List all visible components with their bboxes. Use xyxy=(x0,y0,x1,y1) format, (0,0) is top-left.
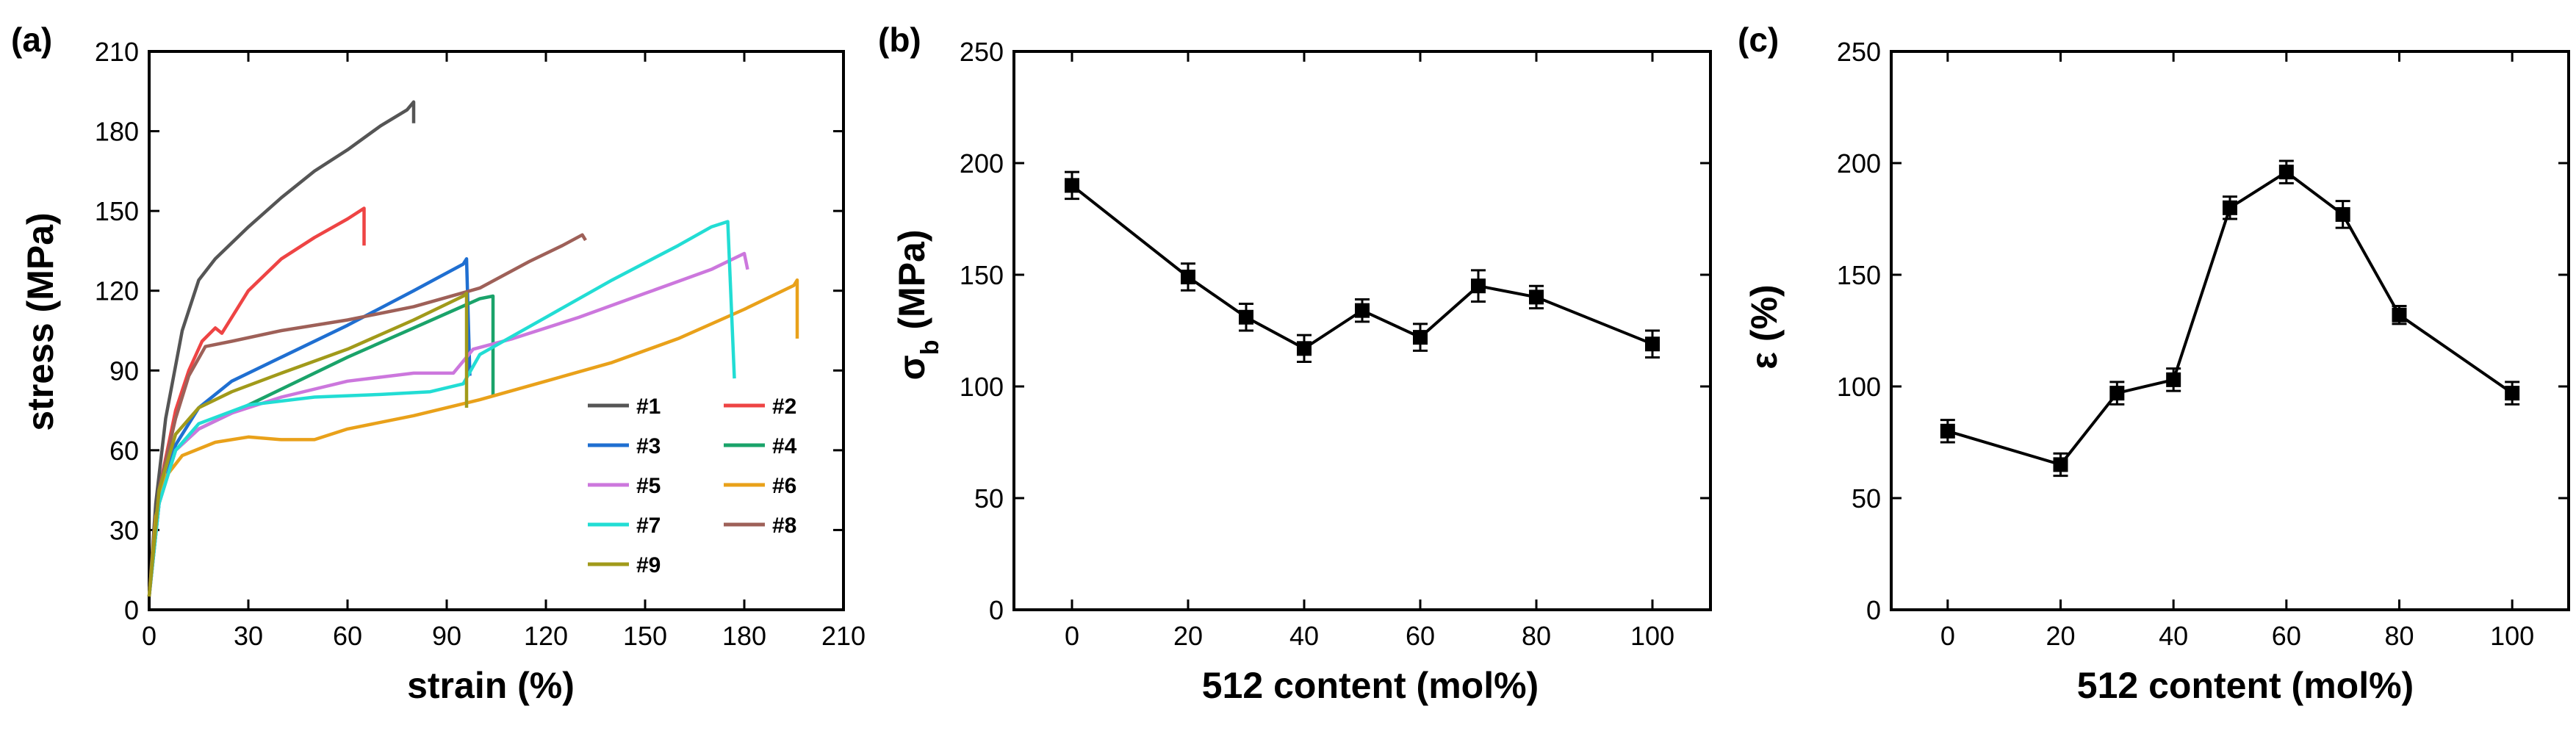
panel-b-data-point xyxy=(1181,270,1195,285)
panel-b-ytick-label: 50 xyxy=(974,483,1004,514)
panel-c-ytick-label: 0 xyxy=(1866,595,1881,625)
panel-c-ytick-label: 50 xyxy=(1852,483,1881,514)
panel-b-ytick-label: 250 xyxy=(960,37,1004,67)
panel-a-xtick-label: 30 xyxy=(234,621,263,651)
panel-c-xtick-label: 0 xyxy=(1940,621,1955,651)
panel-b-data-point xyxy=(1065,178,1079,193)
panel-a-ytick-label: 0 xyxy=(124,595,139,625)
panel-b-xtick-label: 60 xyxy=(1406,621,1435,651)
panel-c-data-point xyxy=(2109,386,2125,401)
panel-b-data-point xyxy=(1297,341,1312,356)
panel-c-ytick-label: 150 xyxy=(1837,260,1881,290)
panel-a-xtick-label: 180 xyxy=(722,621,766,651)
panel-b-xtick-label: 100 xyxy=(1630,621,1674,651)
panel-a-plot-area: 0 30 60 90 120 150 180 210 0 30 60 90 120 150 180 210 #1… xyxy=(95,37,866,651)
panel-a-ytick-label: 120 xyxy=(95,276,139,306)
panel-b-series-line xyxy=(1071,184,1653,350)
panel-a-xtick-label: 120 xyxy=(524,621,568,651)
panel-a-ytick-label: 30 xyxy=(109,515,139,545)
panel-a-series-5 xyxy=(147,251,749,597)
panel-b-ylabel: σb (MPa) xyxy=(891,230,944,381)
panel-b-ytick-label: 0 xyxy=(989,595,1004,625)
panel-b-xtick-label: 20 xyxy=(1173,621,1203,651)
panel-c-xlabel: 512 content (mol%) xyxy=(2077,665,2414,706)
panel-a-ytick-label: 180 xyxy=(95,117,139,147)
panel-b-xtick-label: 40 xyxy=(1289,621,1319,651)
panel-a-legend-label: #6 xyxy=(772,474,796,498)
panel-c-xtick-label: 40 xyxy=(2159,621,2188,651)
panel-c-ytick-label: 250 xyxy=(1837,37,1881,67)
panel-b-plot-area: 0 20 40 60 80 100 0 50 100 150 200 250 xyxy=(960,37,1712,651)
panel-a-legend-label: #7 xyxy=(636,514,661,538)
panel-a-xtick-label: 150 xyxy=(623,621,667,651)
panel-c-frame xyxy=(1890,50,2570,611)
panel-a-xtick-label: 60 xyxy=(333,621,362,651)
panel-b-ylabel-unit: (MPa) xyxy=(891,230,932,340)
panel-a-ytick-label: 60 xyxy=(109,436,139,466)
panel-a-frame xyxy=(148,50,845,611)
panel-a-ytick-label: 150 xyxy=(95,196,139,226)
panel-c-data-point xyxy=(1940,423,1955,439)
panel-a-series-6 xyxy=(147,278,799,597)
panel-c-xtick-label: 60 xyxy=(2272,621,2301,651)
panel-b-ylabel-sigma: σ xyxy=(891,355,932,380)
panel-c-data-point xyxy=(2166,372,2181,387)
panel-a-legend-label: #2 xyxy=(772,395,796,419)
panel-a-series-2 xyxy=(147,206,366,597)
panel-a: (a) 0 30 60 90 120 150 180 210 0 30 60 90 120 150 180 2… xyxy=(11,21,866,706)
panel-b-xtick-label: 0 xyxy=(1065,621,1079,651)
panel-a-series-1 xyxy=(147,100,416,597)
panel-a-series-8 xyxy=(147,233,587,597)
panel-c-data-point xyxy=(2223,200,2237,215)
panel-a-series-7 xyxy=(147,220,736,597)
panel-a-xtick-label: 90 xyxy=(432,621,461,651)
panel-b-data-point xyxy=(1355,303,1370,318)
panel-b-ytick-label: 150 xyxy=(960,260,1004,290)
panel-a-ylabel: stress (MPa) xyxy=(20,212,61,431)
panel-b-data-point xyxy=(1645,336,1660,352)
panel-c-data-point xyxy=(2053,457,2068,472)
panel-b-ylabel-sub: b xyxy=(916,340,944,356)
panel-c-data-point xyxy=(2505,386,2520,401)
panel-c-ytick-label: 100 xyxy=(1837,372,1881,402)
panel-b-data-point xyxy=(1239,309,1253,325)
panel-a-legend-label: #9 xyxy=(636,553,661,577)
panel-a-legend-label: #8 xyxy=(772,514,796,538)
panel-a-ytick-label: 210 xyxy=(95,37,139,67)
panel-b-data-point xyxy=(1529,289,1544,305)
panel-a-legend-label: #5 xyxy=(636,474,661,498)
panel-a-xtick-label: 0 xyxy=(142,621,156,651)
panel-a-legend-label: #3 xyxy=(636,434,661,458)
panel-c-ytick-label: 200 xyxy=(1837,148,1881,179)
panel-c-data-point xyxy=(2278,165,2294,180)
panel-a-legend-label: #1 xyxy=(636,395,661,419)
panel-b-xlabel: 512 content (mol%) xyxy=(1202,665,1539,706)
panel-a-ytick-label: 90 xyxy=(109,356,139,386)
panel-c-data-point xyxy=(2335,206,2350,222)
panel-c-xtick-label: 20 xyxy=(2046,621,2075,651)
panel-a-label: (a) xyxy=(11,21,52,59)
panel-b-ytick-label: 100 xyxy=(960,372,1004,402)
panel-b-data-point xyxy=(1413,330,1428,345)
panel-a-xtick-label: 210 xyxy=(821,621,866,651)
panel-c-ylabel: ε (%) xyxy=(1744,284,1785,369)
panel-a-legend-label: #4 xyxy=(772,434,797,458)
panel-c-label: (c) xyxy=(1738,21,1779,59)
panel-c-xtick-label: 100 xyxy=(2490,621,2534,651)
panel-b-data-point xyxy=(1471,278,1486,294)
panel-b-frame xyxy=(1012,50,1712,611)
panel-b-xtick-label: 80 xyxy=(1522,621,1551,651)
panel-a-xlabel: strain (%) xyxy=(407,665,575,706)
panel-b-ytick-label: 200 xyxy=(960,148,1004,179)
panel-c-xtick-label: 80 xyxy=(2384,621,2414,651)
panel-b-label: (b) xyxy=(878,21,921,59)
panel-b: (b) 0 20 40 60 80 100 0 50 100 150 200 250 512 cont… xyxy=(878,21,1712,706)
panel-a-series-9 xyxy=(147,292,469,597)
panel-c: (c) 0 20 40 60 80 100 0 50 100 150 200 250 512 cont… xyxy=(1738,21,2570,706)
panel-c-data-point xyxy=(2392,307,2407,323)
panel-c-plot-area: 0 20 40 60 80 100 0 50 100 150 200 250 xyxy=(1837,37,2570,651)
